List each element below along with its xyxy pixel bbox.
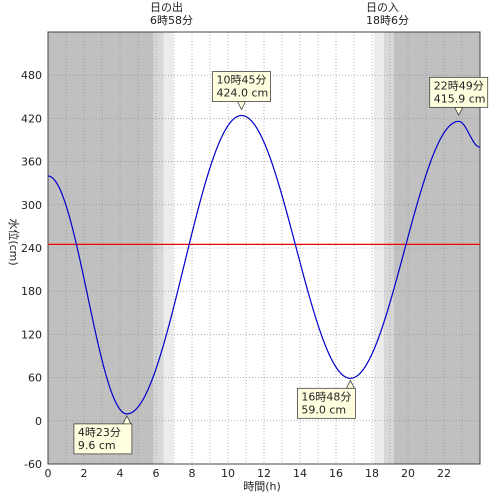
- y-tick-label: 0: [35, 415, 42, 428]
- sunrise-time: 6時58分: [150, 14, 193, 27]
- x-axis-label: 時間(h): [243, 480, 281, 493]
- sunset-time: 18時6分: [366, 14, 409, 27]
- y-tick-labels: -60 0 60 120 180 240 300 360 420 480: [21, 69, 42, 471]
- y-axis-label: 水位(cm): [7, 218, 21, 265]
- x-tick-label: 8: [189, 467, 196, 480]
- x-tick-label: 22: [437, 467, 451, 480]
- y-tick-label: 420: [21, 112, 42, 125]
- x-tick-label: 4: [117, 467, 124, 480]
- tide-curve: [47, 114, 481, 415]
- label-box: [429, 76, 489, 108]
- extremum-time: 16時48分: [301, 390, 351, 403]
- plot-frame: [47, 31, 481, 465]
- sunset-label: 日の入: [366, 1, 399, 14]
- grid-lines: [48, 32, 480, 464]
- label-box: [212, 71, 271, 102]
- y-tick-label: 300: [21, 199, 42, 212]
- extremum-time: 22時49分: [434, 79, 484, 92]
- extremum-level: 59.0 cm: [301, 403, 346, 416]
- label-box: [73, 423, 133, 455]
- label-box: [296, 387, 356, 419]
- x-tick-label: 6: [153, 467, 160, 480]
- x-tick-label: 2: [81, 467, 88, 480]
- y-tick-label: 360: [21, 156, 42, 169]
- y-tick-label: 180: [21, 285, 42, 298]
- extremum-level: 424.0 cm: [217, 87, 269, 100]
- twilight-band: [383, 32, 394, 464]
- x-tick-label: 18: [365, 467, 379, 480]
- x-tick-label: 12: [257, 467, 271, 480]
- extremum-level: 9.6 cm: [78, 439, 116, 452]
- y-tick-label: 60: [28, 372, 42, 385]
- night-band: [48, 32, 154, 464]
- x-tick-label: 10: [221, 467, 235, 480]
- x-tick-label: 14: [293, 467, 307, 480]
- y-tick-label: 240: [21, 242, 42, 255]
- x-tick-label: 16: [329, 467, 343, 480]
- y-tick-label: 480: [21, 69, 42, 82]
- sunrise-label: 日の出: [150, 0, 183, 14]
- extremum-time: 10時45分: [217, 74, 267, 87]
- y-tick-label: -60: [24, 458, 42, 471]
- extremum-time: 4時23分: [78, 426, 121, 439]
- extremum-level: 415.9 cm: [434, 92, 486, 105]
- x-tick-label: 0: [45, 467, 52, 480]
- x-tick-labels: 0 2 4 6 8 10 12 14 16 18 20 22: [45, 467, 452, 480]
- y-tick-label: 120: [21, 328, 42, 341]
- x-tick-label: 20: [401, 467, 415, 480]
- twilight-band: [153, 32, 164, 464]
